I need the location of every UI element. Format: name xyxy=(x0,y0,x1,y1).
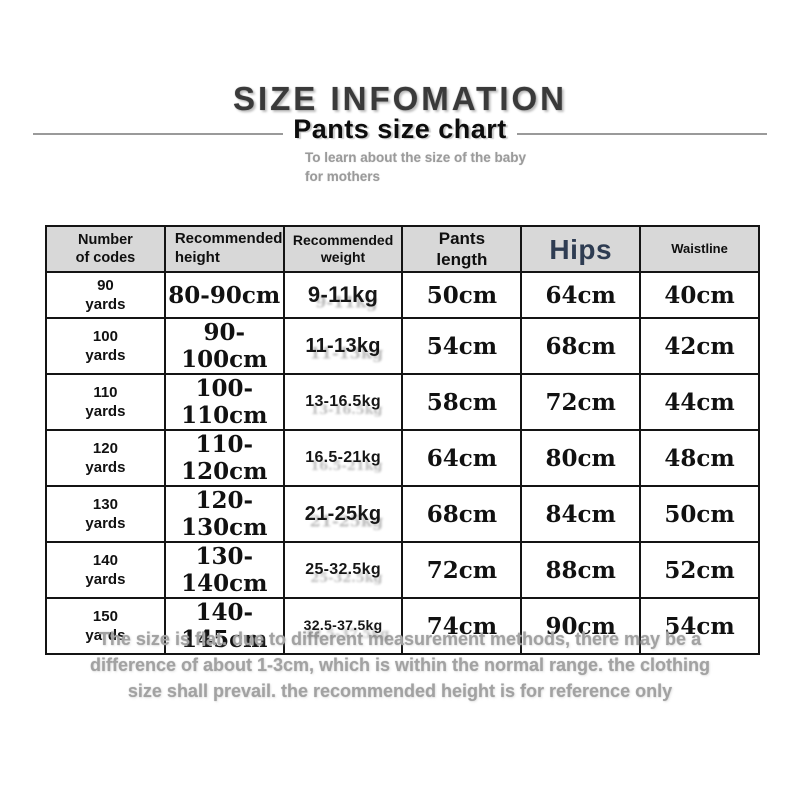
weight-value: 21-25kg xyxy=(304,502,382,525)
table-cell: 130-140cm xyxy=(163,541,285,599)
table-cell: 110 yards xyxy=(45,373,166,431)
table-cell: 50cm xyxy=(401,271,523,319)
column-header-1: Recommended height xyxy=(163,225,285,273)
table-cell: 74cm xyxy=(401,597,523,655)
weight-ghost-artifact: 16.5-21kg xyxy=(310,457,383,473)
table-cell: 110-120cm xyxy=(163,429,285,487)
table-cell: 54cm xyxy=(401,317,523,375)
weight-ghost-artifact: 32.5-37.5kg xyxy=(303,625,389,641)
table-cell: 11-13kg 11-13kg xyxy=(282,317,404,375)
weight-ghost-artifact: 25-32.5kg xyxy=(310,569,383,585)
table-cell: 80cm xyxy=(520,429,642,487)
table-cell: 72cm xyxy=(401,541,523,599)
table-cell: 90 yards xyxy=(45,271,166,319)
weight-value: 16.5-21kg xyxy=(305,449,381,466)
table-row: 110 yards 100-110cm 13-16.5kg 13-16.5kg 58cm… xyxy=(45,373,760,431)
table-cell: 9-11kg 9-11kg xyxy=(282,271,404,319)
table-cell: 88cm xyxy=(520,541,642,599)
table-row: 90 yards 80-90cm 9-11kg 9-11kg 50cm 64cm 40cm xyxy=(45,271,760,319)
table-cell: 72cm xyxy=(520,373,642,431)
column-header-0: Number of codes xyxy=(45,225,166,273)
size-table-body: 90 yards 80-90cm 9-11kg 9-11kg 50cm 64cm 40cm 1… xyxy=(45,271,760,655)
table-cell: 90cm xyxy=(520,597,642,655)
table-cell: 120 yards xyxy=(45,429,166,487)
table-cell: 68cm xyxy=(520,317,642,375)
table-cell: 16.5-21kg 16.5-21kg xyxy=(282,429,404,487)
table-cell: 42cm xyxy=(639,317,760,375)
table-cell: 58cm xyxy=(401,373,523,431)
weight-value: 32.5-37.5kg xyxy=(303,617,383,633)
table-cell: 120-130cm xyxy=(163,485,285,543)
table-cell: 64cm xyxy=(520,271,642,319)
table-cell: 80-90cm xyxy=(163,271,285,319)
column-header-2: Recommended weight xyxy=(282,225,404,273)
table-row: 100 yards 90-100cm 11-13kg 11-13kg 54cm 68cm 4… xyxy=(45,317,760,375)
table-cell: 50cm xyxy=(639,485,760,543)
table-cell: 64cm xyxy=(401,429,523,487)
table-cell: 150 yards xyxy=(45,597,166,655)
table-row: 140 yards 130-140cm 25-32.5kg 25-32.5kg 72cm… xyxy=(45,541,760,599)
table-cell: 48cm xyxy=(639,429,760,487)
table-cell: 40cm xyxy=(639,271,760,319)
table-cell: 84cm xyxy=(520,485,642,543)
column-header-3: Pants length xyxy=(401,225,523,273)
table-cell: 52cm xyxy=(639,541,760,599)
table-cell: 25-32.5kg 25-32.5kg xyxy=(282,541,404,599)
table-cell: 130 yards xyxy=(45,485,166,543)
header-row: Number of codes Recommended height Recomme… xyxy=(45,225,760,273)
table-cell: 13-16.5kg 13-16.5kg xyxy=(282,373,404,431)
table-cell: 140 yards xyxy=(45,541,166,599)
table-row: 150 yards 140-145cm 32.5-37.5kg 32.5-37.5kg… xyxy=(45,597,760,655)
weight-ghost-artifact: 21-25kg xyxy=(309,511,383,531)
size-table: Number of codes Recommended height Recomme… xyxy=(45,225,760,655)
page-title: SIZE INFOMATION xyxy=(232,80,568,117)
weight-value: 25-32.5kg xyxy=(305,561,381,578)
weight-value: 11-13kg xyxy=(305,334,381,357)
table-cell: 44cm xyxy=(639,373,760,431)
table-cell: 54cm xyxy=(639,597,760,655)
weight-ghost-artifact: 9-11kg xyxy=(314,292,378,312)
column-header-4: Hips xyxy=(520,225,642,273)
table-cell: 100 yards xyxy=(45,317,166,375)
size-table-header: Number of codes Recommended height Recomme… xyxy=(45,225,760,273)
chart-subtitle-label: Pants size chart xyxy=(283,114,517,145)
weight-value: 9-11kg xyxy=(307,282,379,307)
weight-ghost-artifact: 13-16.5kg xyxy=(310,401,383,417)
table-cell: 90-100cm xyxy=(163,317,285,375)
table-row: 120 yards 110-120cm 16.5-21kg 16.5-21kg 64cm… xyxy=(45,429,760,487)
table-cell: 32.5-37.5kg 32.5-37.5kg xyxy=(282,597,404,655)
weight-value: 13-16.5kg xyxy=(305,393,381,410)
chart-subtitle: Pants size chart xyxy=(0,114,800,145)
table-cell: 21-25kg 21-25kg xyxy=(282,485,404,543)
table-cell: 68cm xyxy=(401,485,523,543)
table-row: 130 yards 120-130cm 21-25kg 21-25kg 68cm 84cm… xyxy=(45,485,760,543)
table-cell: 140-145cm xyxy=(163,597,285,655)
subtitle-section: Pants size chart xyxy=(0,114,800,154)
table-cell: 100-110cm xyxy=(163,373,285,431)
weight-ghost-artifact: 11-13kg xyxy=(309,343,383,363)
header-note: To learn about the size of the baby for … xyxy=(305,150,527,184)
footer-disclaimer: The size is flat. due to different measu… xyxy=(89,629,711,702)
column-header-5: Waistline xyxy=(639,225,760,273)
